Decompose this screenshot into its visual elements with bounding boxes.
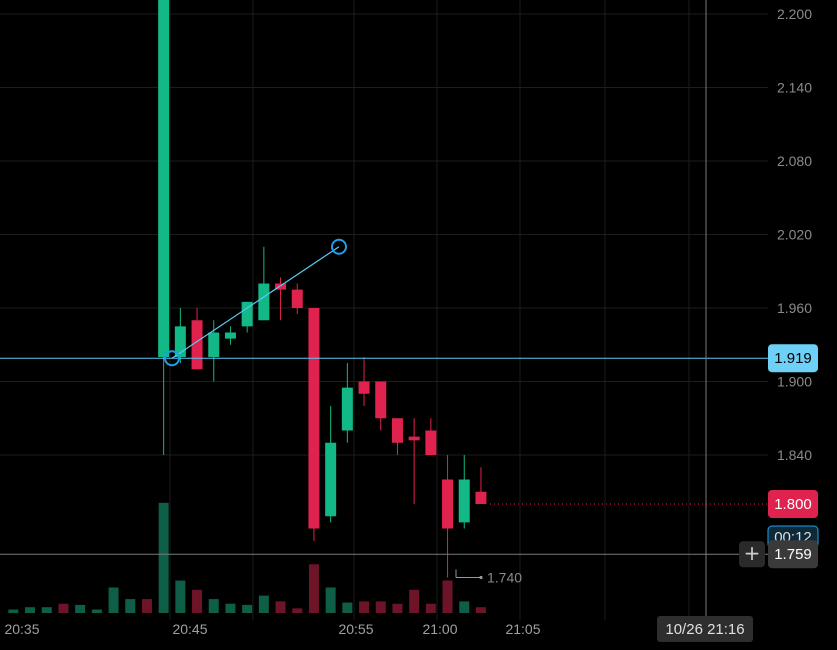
volume-bar <box>392 603 403 613</box>
drawing-overlays[interactable]: 1.740 <box>0 0 768 620</box>
trend-line-end-handle <box>331 238 347 255</box>
volume-bar <box>475 607 486 613</box>
candle-body <box>174 326 186 357</box>
candle-body <box>158 0 170 357</box>
add-alert-button[interactable] <box>739 541 765 568</box>
volume-bar <box>175 580 186 613</box>
volume-bar <box>125 599 136 613</box>
volume-bar <box>375 601 386 613</box>
candle-body <box>408 436 420 441</box>
volume-bar <box>459 601 470 613</box>
volume-bar <box>8 609 19 613</box>
volume-bar <box>75 604 86 613</box>
price-tick-label: 1.900 <box>777 374 812 390</box>
candle-body <box>425 430 437 455</box>
grid-lines <box>0 0 768 620</box>
plus-icon: + <box>744 541 761 565</box>
candle-body <box>241 301 253 327</box>
current-price-tag-bg <box>768 490 818 518</box>
current-price-tag: 1.800 <box>774 496 812 513</box>
candle-body <box>224 332 236 339</box>
candle-body <box>275 283 287 290</box>
volume-bar <box>292 608 303 613</box>
crosshair-time-tag: 10/26 21:16 <box>665 621 744 638</box>
time-tick-label: 20:35 <box>4 621 39 637</box>
candle-body <box>325 442 337 517</box>
volume-bar <box>308 564 319 613</box>
volume-bar <box>41 607 52 613</box>
low-marker-dot <box>479 575 483 580</box>
candle-body <box>341 387 353 431</box>
price-tick-label: 2.080 <box>777 153 812 169</box>
volume-bar <box>158 502 169 613</box>
candle-body <box>191 320 203 370</box>
volume-bar <box>359 601 370 613</box>
low-marker-label: 1.740 <box>487 570 522 586</box>
price-tick-label: 1.960 <box>777 300 812 316</box>
volume-bar <box>342 602 353 613</box>
crosshair-price-tag-bg <box>768 540 818 569</box>
time-tick-label: 20:45 <box>172 621 207 637</box>
crosshair-price-tag: 1.759 <box>774 546 812 563</box>
price-tick-label: 2.200 <box>777 6 812 22</box>
trend-line <box>171 246 340 359</box>
volume-bar <box>25 607 36 613</box>
time-tick-label: 21:00 <box>422 621 457 637</box>
volume-bar <box>58 603 69 613</box>
price-axis[interactable]: 2.200 2.140 2.080 2.020 1.960 1.900 1.840 <box>777 6 812 463</box>
candle-body <box>475 491 487 504</box>
volume-bar <box>442 580 453 613</box>
volume-bar <box>108 587 119 613</box>
candle-body <box>458 479 470 523</box>
volume-bar <box>208 599 219 613</box>
candle-body <box>208 332 220 357</box>
volume-bars <box>8 502 486 613</box>
volume-bar <box>192 589 203 613</box>
candle-body <box>308 308 320 529</box>
price-tick-label: 2.020 <box>777 227 812 243</box>
time-tick-label: 21:05 <box>505 621 540 637</box>
volume-bar <box>258 595 269 613</box>
volume-bar <box>91 609 102 613</box>
volume-bar <box>275 601 286 613</box>
candles <box>158 0 487 578</box>
candle-body <box>291 289 303 308</box>
candle-body <box>258 283 270 321</box>
candle-body <box>391 418 403 443</box>
volume-bar <box>141 599 152 613</box>
volume-bar <box>225 603 236 613</box>
time-tick-label: 20:55 <box>338 621 373 637</box>
volume-bar <box>242 604 253 613</box>
volume-bar <box>425 603 436 613</box>
price-tick-label: 1.840 <box>777 447 812 463</box>
candle-body <box>358 381 370 394</box>
time-axis: 20:35 20:45 20:55 21:00 21:05 <box>4 621 540 637</box>
candle-body <box>375 381 387 419</box>
trend-line-start-handle <box>164 350 180 367</box>
horizontal-line-price-tag-bg <box>768 344 818 373</box>
crosshair-time-tag-bg <box>657 616 753 642</box>
volume-bar <box>409 589 420 613</box>
volume-bar <box>325 587 336 613</box>
horizontal-line-price-tag: 1.919 <box>774 350 812 367</box>
candle-body <box>442 479 454 529</box>
price-tick-label: 2.140 <box>777 80 812 96</box>
